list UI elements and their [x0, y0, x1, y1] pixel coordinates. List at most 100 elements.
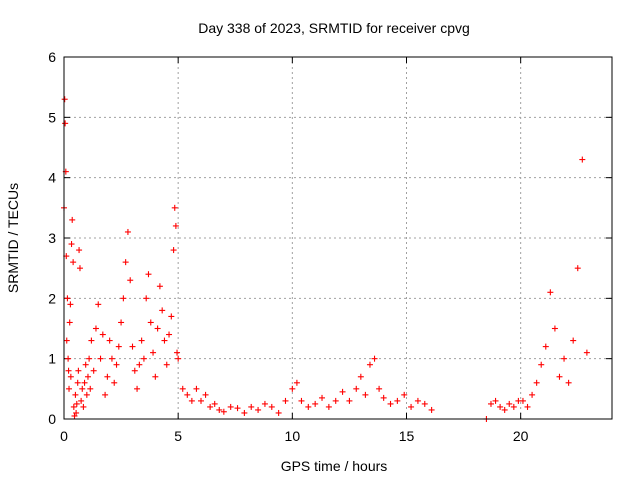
data-point: [120, 295, 127, 302]
data-point: [501, 406, 508, 413]
data-point: [319, 394, 326, 401]
data-point: [198, 397, 204, 404]
data-point: [134, 385, 141, 392]
data-point: [362, 391, 369, 398]
data-point: [275, 409, 282, 416]
data-point: [129, 343, 136, 350]
data-point: [83, 391, 90, 398]
data-point: [227, 403, 234, 410]
data-point: [387, 400, 394, 407]
y-tick-label: 1: [48, 351, 56, 367]
data-point: [380, 394, 387, 401]
data-point: [401, 391, 408, 398]
data-point: [487, 400, 494, 407]
data-point: [127, 277, 134, 284]
data-point: [261, 400, 268, 407]
data-point: [67, 301, 74, 308]
data-point: [76, 265, 83, 272]
data-point: [69, 216, 76, 223]
data-point: [211, 400, 218, 407]
data-point: [84, 373, 91, 380]
data-point: [75, 367, 82, 374]
data-point: [282, 397, 289, 404]
y-tick-label: 2: [48, 290, 56, 306]
data-point: [70, 259, 77, 266]
y-axis-label: SRMTID / TECUs: [5, 183, 21, 293]
data-point: [332, 397, 339, 404]
data-point: [353, 385, 360, 392]
data-point: [234, 405, 241, 412]
data-point: [106, 337, 113, 344]
data-point: [428, 406, 435, 413]
data-point: [524, 403, 531, 410]
data-point: [143, 295, 150, 302]
data-point: [90, 367, 97, 374]
data-point: [202, 391, 209, 398]
x-axis-label: GPS time / hours: [281, 458, 388, 474]
data-point: [63, 337, 70, 344]
data-point: [161, 337, 168, 344]
data-point: [61, 96, 68, 103]
data-point: [551, 325, 558, 332]
y-tick-label: 5: [48, 109, 56, 125]
data-point: [298, 397, 305, 404]
x-tick-label: 15: [399, 428, 415, 444]
data-point: [82, 361, 89, 368]
data-point: [111, 379, 118, 386]
data-point: [171, 204, 178, 211]
data-point: [529, 391, 536, 398]
data-point: [152, 373, 159, 380]
data-point: [131, 367, 138, 374]
data-point: [174, 349, 181, 356]
data-point: [156, 283, 163, 290]
data-point: [87, 385, 94, 392]
data-point: [145, 271, 152, 278]
data-point: [62, 120, 69, 127]
data-point: [561, 355, 568, 362]
data-point: [97, 355, 104, 362]
data-point: [113, 361, 120, 368]
data-point: [71, 412, 78, 419]
data-point: [172, 222, 179, 229]
data-point: [150, 349, 157, 356]
data-point: [154, 325, 161, 332]
y-tick-label: 0: [48, 411, 56, 427]
data-point: [95, 301, 102, 308]
data-point: [79, 385, 86, 392]
x-tick-label: 20: [513, 428, 529, 444]
data-point: [570, 337, 577, 344]
data-point: [220, 408, 227, 415]
data-point: [579, 156, 586, 163]
data-point: [216, 406, 223, 413]
data-point: [108, 355, 115, 362]
data-point: [268, 403, 275, 410]
data-point: [574, 265, 581, 272]
data-point: [72, 391, 79, 398]
data-point: [346, 397, 353, 404]
data-point: [366, 361, 373, 368]
data-point: [88, 337, 95, 344]
data-point: [357, 373, 364, 380]
data-point: [68, 241, 75, 248]
data-point: [78, 397, 85, 404]
x-tick-label: 0: [60, 428, 68, 444]
data-point: [73, 400, 80, 407]
data-point: [73, 409, 80, 416]
data-point: [510, 403, 517, 410]
data-point: [163, 361, 170, 368]
data-point: [74, 379, 81, 386]
data-point: [542, 343, 549, 350]
data-point: [533, 379, 540, 386]
data-point: [565, 379, 572, 386]
data-point: [65, 367, 72, 374]
data-point: [293, 379, 300, 386]
data-point: [138, 337, 145, 344]
data-point: [122, 259, 129, 266]
y-tick-label: 3: [48, 230, 56, 246]
x-tick-label: 5: [174, 428, 182, 444]
y-tick-label: 6: [48, 49, 56, 65]
data-point: [556, 373, 563, 380]
data-point: [118, 319, 125, 326]
data-point: [492, 397, 499, 404]
